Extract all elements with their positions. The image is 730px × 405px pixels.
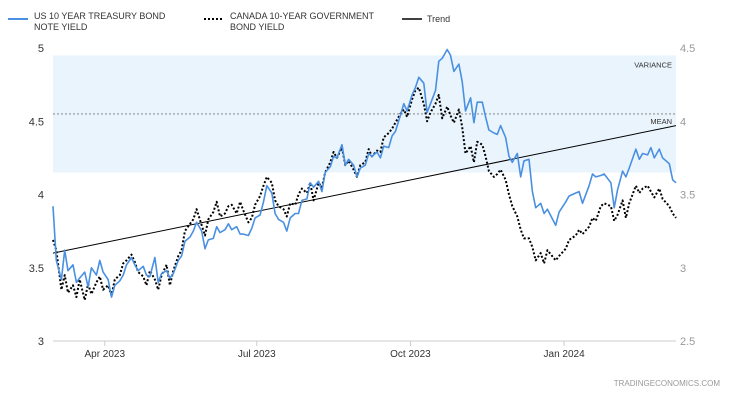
x-tick-label: Jan 2024 bbox=[544, 349, 586, 360]
legend-label-us-line2: NOTE YIELD bbox=[34, 22, 88, 32]
left-axis-tick-label: 5 bbox=[38, 43, 44, 55]
variance-band bbox=[53, 55, 676, 173]
variance-label: VARIANCE bbox=[634, 60, 672, 69]
x-tick-label: Jul 2023 bbox=[238, 349, 276, 360]
trend-line bbox=[52, 125, 677, 254]
x-tick-label: Oct 2023 bbox=[390, 349, 431, 360]
right-axis-tick-label: 3.5 bbox=[680, 190, 695, 202]
right-axis-tick-label: 3 bbox=[680, 263, 686, 275]
legend-label-trend: Trend bbox=[427, 14, 450, 24]
legend-label-canada-line2: BOND YIELD bbox=[230, 22, 285, 32]
right-axis-tick-label: 4.5 bbox=[680, 43, 695, 55]
x-tick-label: Apr 2023 bbox=[84, 349, 125, 360]
left-axis-tick-label: 3 bbox=[38, 336, 44, 348]
left-axis-tick-label: 4.5 bbox=[29, 116, 44, 128]
left-axis-tick-label: 4 bbox=[38, 190, 44, 202]
right-axis-tick-label: 4 bbox=[680, 116, 686, 128]
watermark: TRADINGECONOMICS.COM bbox=[614, 379, 721, 388]
mean-label: MEAN bbox=[650, 117, 672, 126]
legend-label-canada-line1: CANADA 10-YEAR GOVERNMENT bbox=[230, 11, 375, 21]
plot-area: VARIANCE MEAN Apr 2023 Jul 2023 Oct 2023 Jan … bbox=[29, 43, 696, 360]
legend: US 10 YEAR TREASURY BOND NOTE YIELD CANA… bbox=[8, 11, 450, 32]
series-line-us-10y bbox=[52, 48, 677, 298]
right-axis-tick-label: 2.5 bbox=[680, 336, 695, 348]
legend-label-us-line1: US 10 YEAR TREASURY BOND bbox=[34, 11, 166, 21]
left-axis-tick-label: 3.5 bbox=[29, 263, 44, 275]
